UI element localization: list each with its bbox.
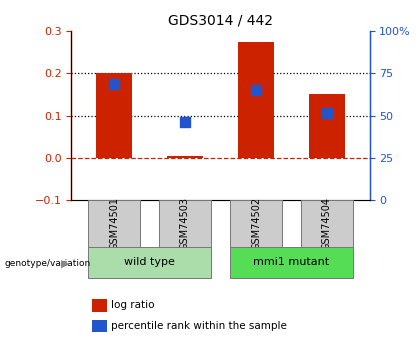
Text: GSM74503: GSM74503: [180, 197, 190, 250]
Title: GDS3014 / 442: GDS3014 / 442: [168, 13, 273, 27]
Bar: [88, 200, 140, 247]
Bar: [230, 200, 282, 247]
Text: GSM74501: GSM74501: [109, 197, 119, 250]
Text: ▶: ▶: [61, 259, 69, 269]
Text: mmi1 mutant: mmi1 mutant: [253, 257, 330, 267]
Text: wild type: wild type: [124, 257, 175, 267]
Text: percentile rank within the sample: percentile rank within the sample: [111, 321, 287, 331]
Bar: [167, 156, 203, 158]
Text: genotype/variation: genotype/variation: [4, 259, 90, 268]
Bar: [159, 200, 211, 247]
Bar: [309, 95, 345, 158]
Text: GSM74502: GSM74502: [251, 197, 261, 250]
Point: [110, 81, 117, 87]
Bar: [301, 200, 353, 247]
Point: [181, 119, 188, 125]
Bar: [96, 73, 132, 158]
Text: log ratio: log ratio: [111, 300, 155, 310]
Bar: [230, 247, 353, 278]
Point: [324, 111, 331, 116]
Text: GSM74504: GSM74504: [322, 197, 332, 250]
Point: [253, 88, 260, 93]
Bar: [238, 42, 274, 158]
Bar: [88, 247, 211, 278]
